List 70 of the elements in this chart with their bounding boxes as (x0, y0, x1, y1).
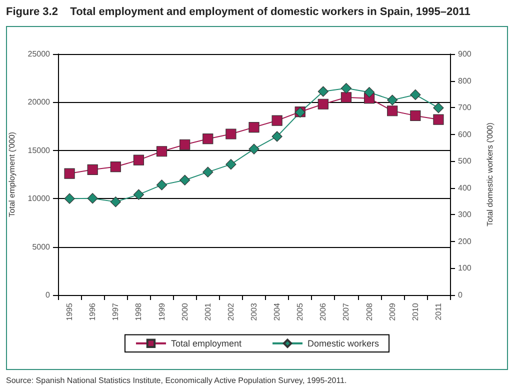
point (318, 98, 328, 110)
point (64, 193, 75, 204)
point (248, 144, 260, 154)
y-axis-title: Total employment ('000) (8, 132, 16, 218)
point (226, 159, 236, 170)
point (340, 92, 352, 103)
y-tick-label: 25000 (28, 50, 51, 58)
point (387, 94, 398, 106)
x-tick-label: 2004 (272, 302, 282, 321)
x-tick-label: 1998 (134, 302, 144, 321)
x-tick-label: 2001 (203, 302, 212, 321)
point (156, 146, 168, 157)
point (410, 89, 421, 100)
point (272, 131, 282, 142)
point (364, 86, 375, 98)
point (272, 115, 282, 126)
source-note: Source: Spanish National Statistics Institute, Economically Active Population Survey, 1995-2011. (6, 376, 347, 385)
x-tick-label: 2010 (410, 302, 420, 321)
x-tick-label: 2006 (318, 302, 328, 321)
point (202, 166, 214, 178)
point (180, 174, 190, 186)
point (156, 180, 168, 190)
legend-label: Domestic workers (308, 338, 380, 348)
y2-tick-label: 100 (458, 264, 472, 273)
point (110, 196, 121, 208)
y2-tick-label: 400 (458, 183, 472, 192)
point (226, 128, 236, 140)
x-tick-label: 2011 (434, 302, 443, 320)
chart-title: Figure 3.2 Total employment and employment of domestic workers in Spain, 1995–2011 (6, 6, 470, 18)
point (110, 161, 121, 172)
point (433, 114, 444, 125)
y2-tick-label: 700 (458, 103, 472, 112)
y2-tick-label: 500 (458, 156, 472, 166)
x-tick-label: 1995 (65, 302, 74, 321)
point (410, 110, 421, 121)
x-tick-label: 2000 (180, 302, 190, 321)
point (87, 193, 98, 204)
legend-label: Total employment (170, 338, 242, 348)
point (340, 82, 352, 94)
point (64, 168, 75, 179)
x-tick-label: 2003 (250, 302, 258, 321)
y-tick-label: 5000 (32, 242, 51, 252)
y-tick-label: 0 (46, 290, 51, 300)
y-tick-label: 10000 (28, 194, 51, 204)
x-tick-label: 2009 (388, 302, 397, 321)
y2-tick-label: 300 (458, 210, 472, 220)
y2-tick-label: 600 (458, 130, 472, 139)
x-tick-label: 2008 (364, 302, 374, 321)
y2-tick-label: 900 (458, 50, 472, 58)
x-tick-label: 2002 (226, 302, 236, 321)
y2-tick-label: 800 (458, 76, 472, 86)
x-tick-label: 1999 (157, 302, 166, 321)
point (318, 86, 328, 97)
point (180, 139, 190, 150)
point (133, 154, 144, 166)
point (133, 189, 144, 200)
x-tick-label: 2005 (296, 302, 305, 321)
point (387, 106, 398, 116)
point (202, 134, 214, 144)
point (248, 122, 260, 133)
point (87, 164, 98, 175)
y-tick-label: 15000 (28, 146, 51, 155)
x-tick-label: 1997 (111, 302, 120, 321)
point (433, 102, 444, 114)
y-tick-label: 20000 (28, 98, 51, 107)
x-tick-label: 1996 (88, 302, 98, 321)
y2-tick-label: 0 (458, 290, 463, 300)
y2-axis-title: Total domestic workers ('000) (486, 122, 494, 226)
y2-tick-label: 200 (458, 236, 472, 246)
x-tick-label: 2007 (342, 302, 351, 321)
